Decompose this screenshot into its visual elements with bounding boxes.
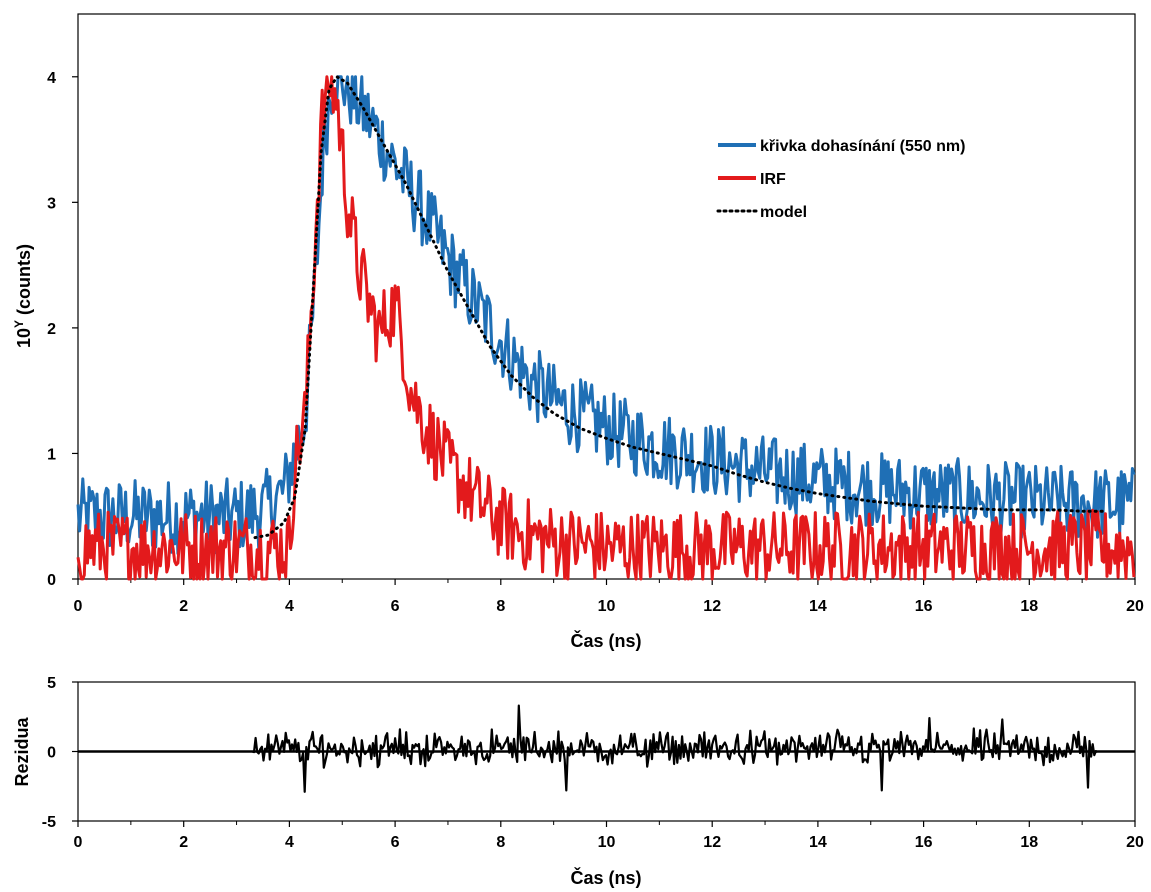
main-y-tick-label: 3	[47, 195, 56, 212]
residuals-x-tick-label: 18	[1020, 834, 1038, 851]
residuals-y-tick-label: -5	[42, 814, 56, 831]
residuals-x-tick-label: 20	[1126, 834, 1144, 851]
main-series-group	[76, 75, 1136, 581]
main-x-axis: 0 2 4 6 8 10 12 14 16 18 20	[74, 579, 1144, 615]
residuals-x-tick-label: 2	[179, 834, 188, 851]
legend-label-model: model	[760, 204, 807, 221]
residuals-x-tick-label: 16	[915, 834, 933, 851]
main-x-tick-label: 18	[1020, 598, 1038, 615]
main-y-tick-label: 1	[47, 446, 56, 463]
legend-label-irf: IRF	[760, 171, 786, 188]
residuals-x-tick-label: 0	[74, 834, 83, 851]
main-x-tick-label: 8	[496, 598, 505, 615]
series-irf-line	[76, 75, 1136, 581]
residuals-x-tick-label: 4	[285, 834, 294, 851]
legend-entry-irf: IRF	[718, 171, 786, 188]
residuals-y-axis: 5 0 -5	[42, 675, 78, 831]
main-x-tick-label: 12	[703, 598, 721, 615]
main-x-tick-label: 14	[809, 598, 827, 615]
main-y-tick-label: 0	[47, 572, 56, 589]
main-x-tick-label: 0	[74, 598, 83, 615]
main-x-tick-label: 16	[915, 598, 933, 615]
residuals-x-axis-title: Čas (ns)	[570, 867, 641, 888]
residuals-x-tick-label: 6	[391, 834, 400, 851]
legend: křivka dohasínání (550 nm) IRF model	[716, 138, 965, 221]
residuals-x-tick-label: 12	[703, 834, 721, 851]
residuals-x-tick-label: 14	[809, 834, 827, 851]
legend-entry-decay: křivka dohasínání (550 nm)	[718, 138, 965, 155]
main-x-tick-label: 10	[598, 598, 616, 615]
main-y-axis-title-rest: (counts)	[14, 244, 34, 320]
residuals-chart: 0 2 4 6 8 10 12 14 16 18 20 5 0 -5 Čas (ns) Rezidua	[12, 675, 1144, 888]
residuals-x-axis: 0 2 4 6 8 10 12 14 16 18 20	[74, 821, 1144, 851]
residuals-x-tick-label: 8	[496, 834, 505, 851]
legend-label-decay: křivka dohasínání (550 nm)	[760, 138, 965, 155]
residuals-x-tick-label: 10	[598, 834, 616, 851]
main-x-tick-label: 2	[179, 598, 188, 615]
residuals-y-tick-label: 5	[47, 675, 56, 692]
main-x-tick-label: 20	[1126, 598, 1144, 615]
residuals-series-group	[78, 704, 1135, 793]
main-y-tick-label: 4	[47, 70, 56, 87]
main-y-tick-label: 2	[47, 321, 56, 338]
series-residuals-line	[252, 704, 1098, 793]
series-model-line	[253, 75, 1105, 540]
main-y-axis: 0 1 2 3 4	[47, 70, 78, 589]
main-x-axis-title: Čas (ns)	[570, 630, 641, 651]
residuals-y-axis-title: Rezidua	[12, 717, 32, 787]
series-decay-line	[76, 75, 1136, 555]
main-x-tick-label: 4	[285, 598, 294, 615]
main-y-axis-title: 10Y (counts)	[12, 244, 34, 348]
legend-entry-model: model	[716, 204, 807, 221]
main-y-axis-title-sup: Y	[12, 320, 26, 328]
main-y-axis-title-base: 10	[14, 328, 34, 348]
main-x-tick-label: 6	[391, 598, 400, 615]
residuals-y-tick-label: 0	[47, 745, 56, 762]
